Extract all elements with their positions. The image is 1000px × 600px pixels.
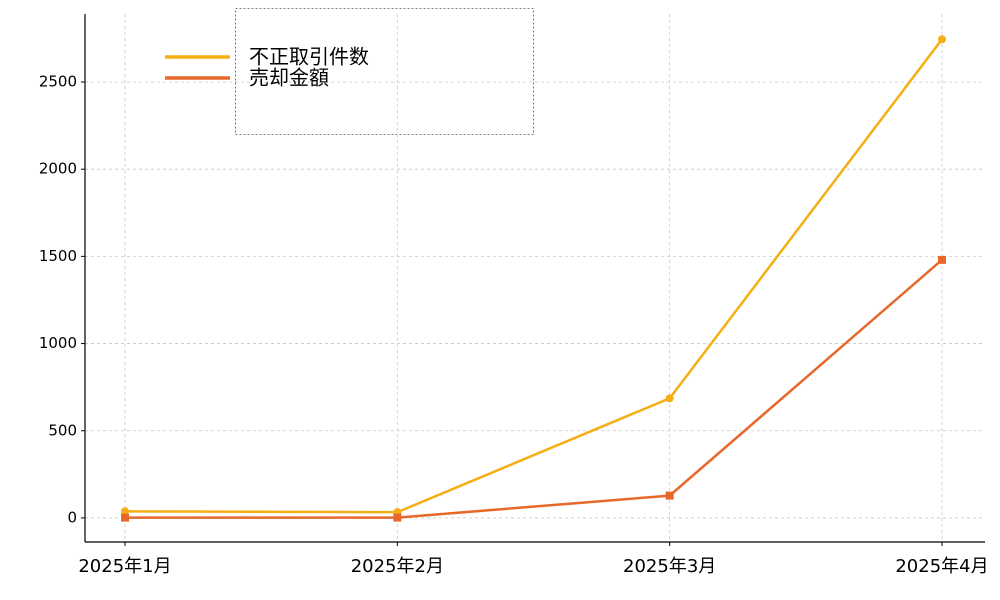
point: [665, 394, 674, 403]
point: [393, 513, 402, 522]
y-tick-label: 2000: [39, 160, 77, 178]
y-tick-label: 1500: [39, 247, 77, 265]
y-tick-label: 2500: [39, 73, 77, 91]
y-tick-label: 1000: [39, 334, 77, 352]
y-tick-label: 500: [48, 421, 77, 439]
series-line: [124, 38, 943, 514]
series-line: [125, 258, 943, 519]
x-tick-label: 2025年2月: [351, 556, 444, 577]
legend-label: 不正取引件数: [249, 45, 369, 69]
x-tick-label: 2025年3月: [623, 556, 716, 577]
x-tick-label: 2025年1月: [78, 556, 171, 577]
point: [938, 255, 946, 264]
point: [938, 35, 946, 44]
legend-label: 売却金額: [249, 66, 329, 90]
legend-frame: [235, 8, 534, 135]
point: [121, 507, 129, 516]
point: [121, 513, 129, 522]
y-tick-label: 0: [67, 508, 77, 526]
point: [665, 491, 674, 500]
x-tick-label: 2025年4月: [895, 556, 988, 577]
